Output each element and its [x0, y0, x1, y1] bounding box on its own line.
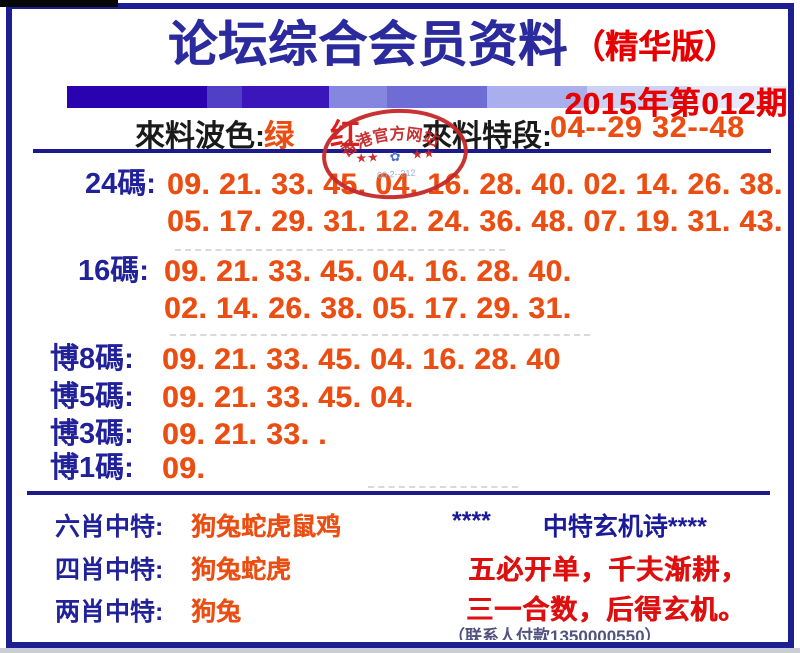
wave-color-label: 來料波色:: [135, 120, 265, 153]
code-row-16: 16碼: 09. 21. 33. 45. 04. 16. 28. 40. 02.…: [78, 253, 571, 327]
scan-artifact-line: [368, 486, 518, 488]
zodiac-row-two: 两肖中特: 狗兔: [55, 592, 241, 628]
code-row-numbers: 09. 21. 33. 45. 04. 16. 28. 40: [162, 343, 561, 376]
code-row-label: 博3碼:: [50, 418, 134, 450]
footer-cutoff-text: （联系人付款1350000550）: [448, 627, 662, 640]
mystery-stars: ****: [452, 507, 491, 535]
zodiac-row-four: 四肖中特: 狗兔蛇虎: [55, 550, 291, 586]
zodiac-label: 六肖中特:: [55, 513, 164, 541]
top-accent-bar: [0, 0, 118, 7]
mystery-title: 中特玄机诗****: [542, 513, 707, 541]
mystery-poem-line-2: 三一合数，后得玄机。: [466, 595, 746, 625]
code-row-bo5: 博5碼: 09. 21. 33. 45. 04.: [50, 379, 413, 416]
scan-artifact-line: [170, 334, 590, 336]
mystery-poem-heading: **** 中特玄机诗****: [452, 507, 707, 543]
special-segment-label: 來料特段:: [422, 120, 552, 153]
code-row-label: 博1碼:: [50, 452, 134, 484]
gradient-divider-bar: [67, 86, 787, 108]
zodiac-row-six: 六肖中特: 狗兔蛇虎鼠鸡: [55, 507, 341, 543]
zodiac-label: 四肖中特:: [55, 556, 164, 584]
zodiac-value: 狗兔蛇虎鼠鸡: [191, 513, 342, 541]
code-row-label: 博8碼:: [50, 343, 134, 375]
horizontal-rule-bottom: [27, 491, 770, 495]
page-title: 论坛综合会员资料: [168, 18, 569, 72]
code-row-numbers: 09. 21. 33. 45. 04. 16. 28. 40.: [164, 255, 572, 288]
code-row-label: 24碼:: [85, 168, 156, 200]
code-row-numbers: 09. 21. 33. 45. 04.: [162, 381, 414, 414]
zodiac-label: 两肖中特:: [55, 598, 164, 626]
zodiac-value: 狗兔: [191, 598, 242, 626]
stamp-sub-text: 00 2--212: [377, 168, 416, 181]
code-row-label: 博5碼:: [50, 381, 134, 413]
page-border: [6, 3, 794, 648]
page-title-suffix: （精华版）: [572, 27, 738, 65]
zodiac-value: 狗兔蛇虎: [191, 556, 292, 584]
horizontal-rule-top: [33, 149, 771, 153]
header: 论坛综合会员资料 （精华版）: [168, 16, 737, 75]
code-row-bo1: 博1碼: 09.: [50, 450, 205, 487]
stamp-oval-icon: [322, 108, 468, 200]
stamp-stars-right-icon: ★★: [411, 145, 435, 162]
code-row-numbers: 05. 17. 29. 31. 12. 24. 36. 48. 07. 19. …: [167, 205, 783, 238]
code-row-24: 24碼: 09. 21. 33. 45. 04. 16. 28. 40. 02.…: [85, 166, 783, 240]
official-stamp: 香港官方网站 ★★ ✿ ★★ 00 2--212: [322, 108, 468, 200]
stamp-flower-icon: ✿: [389, 149, 401, 165]
code-row-label: 16碼:: [78, 255, 149, 287]
code-row-numbers: 09. 21. 33. .: [162, 418, 327, 451]
special-segment-value: 04--29 32--48: [550, 111, 745, 144]
code-row-numbers: 02. 14. 26. 38. 05. 17. 29. 31.: [164, 292, 572, 325]
code-row-bo8: 博8碼: 09. 21. 33. 45. 04. 16. 28. 40: [50, 341, 561, 378]
issue-number: 2015年第012期: [564, 86, 788, 121]
code-row-bo3: 博3碼: 09. 21. 33. .: [50, 416, 327, 453]
scan-artifact-line: [175, 249, 505, 251]
wave-color-value-green: 绿: [264, 120, 294, 153]
bottom-gray-strip: [0, 648, 800, 653]
mystery-poem-line-1: 五必开单，千夫渐耕，: [468, 555, 748, 585]
stamp-stars-left-icon: ★★: [355, 149, 379, 166]
code-row-numbers: 09. 21. 33. 45. 04. 16. 28. 40. 02. 14. …: [167, 168, 783, 201]
code-row-numbers: 09.: [162, 452, 206, 485]
